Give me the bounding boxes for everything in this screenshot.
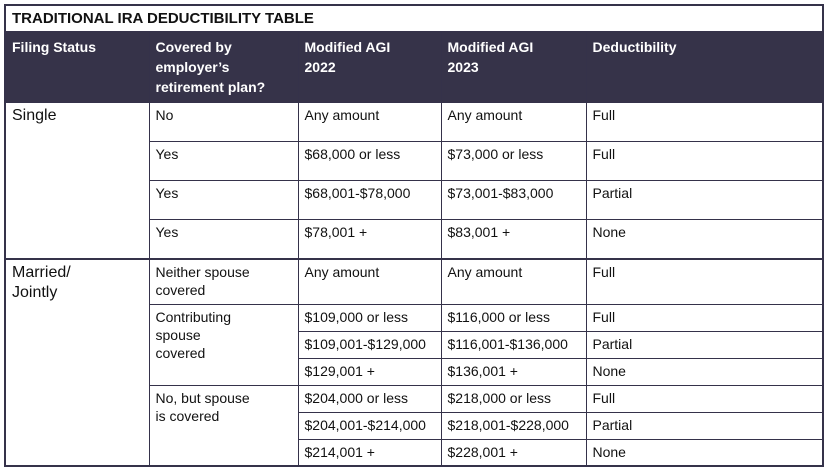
cell-agi-2022: $204,001-$214,000 [297,412,442,440]
cell-agi-2023: $73,000 or less [440,141,587,181]
cell-agi-2022: Any amount [297,257,442,305]
header-covered-by-plan: Covered by employer’s retirement plan? [148,31,299,103]
cell-deductibility: Partial [585,331,824,359]
ira-deductibility-table: TRADITIONAL IRA DEDUCTIBILITY TABLE Fili… [4,4,824,467]
header-modified-agi-2023: Modified AGI 2023 [440,31,587,103]
cell-covered: Yes [148,141,299,181]
cell-agi-2022: $109,001-$129,000 [297,331,442,359]
table-row: Married/ Jointly Neither spouse covered … [4,257,824,466]
table-row: Yes $78,001 + $83,001 + None [5,219,824,259]
cell-covered: Yes [148,219,299,259]
cell-agi-2023: $218,000 or less [440,385,587,413]
cell-deductibility: None [585,358,824,386]
header-deductibility: Deductibility [585,31,824,103]
cell-agi-2022: $78,001 + [297,219,442,259]
cell-agi-2023: Any amount [440,102,587,142]
cell-agi-2023: $73,001-$83,000 [440,180,587,220]
cell-covered: No, but spouse is covered [148,385,299,466]
table-row: Yes $68,001-$78,000 $73,001-$83,000 Part… [5,180,824,220]
cell-agi-2022: Any amount [297,102,442,142]
cell-agi-2022: $109,000 or less [297,304,442,332]
cell-agi-2022: $68,000 or less [297,141,442,181]
table-row: Single No Any amount Any amount Full [4,102,824,259]
table-row: No, but spouse is covered $204,000 or le… [5,385,824,466]
table-row: $214,001 + $228,001 + None [5,439,824,466]
cell-covered: Yes [148,180,299,220]
cell-covered: Neither spouse covered [148,257,299,305]
cell-deductibility: Full [585,102,824,142]
table-row: $204,001-$214,000 $218,001-$228,000 Part… [5,412,824,440]
cell-agi-2023: $116,001-$136,000 [440,331,587,359]
cell-agi-2023: $136,001 + [440,358,587,386]
cell-filing-status-married-jointly: Married/ Jointly [4,257,150,466]
cell-deductibility: Full [585,257,824,305]
header-filing-status: Filing Status [4,31,150,103]
table-header-row: Filing Status Covered by employer’s reti… [4,31,824,103]
cell-agi-2023: $116,000 or less [440,304,587,332]
cell-covered: No [148,102,299,142]
cell-agi-2022: $68,001-$78,000 [297,180,442,220]
cell-deductibility: None [585,439,824,466]
cell-deductibility: Full [585,304,824,332]
cell-agi-2023: $83,001 + [440,219,587,259]
table-title-row: TRADITIONAL IRA DEDUCTIBILITY TABLE [4,4,824,32]
cell-deductibility: Partial [585,412,824,440]
cell-agi-2023: Any amount [440,257,587,305]
cell-filing-status-single: Single [4,102,150,259]
table-row: $109,001-$129,000 $116,001-$136,000 Part… [5,331,824,359]
cell-agi-2022: $214,001 + [297,439,442,466]
cell-agi-2023: $228,001 + [440,439,587,466]
header-modified-agi-2022: Modified AGI 2022 [297,31,442,103]
cell-covered: Contributing spouse covered [148,304,299,386]
cell-deductibility: None [585,219,824,259]
table-row: Yes $68,000 or less $73,000 or less Full [5,141,824,181]
cell-deductibility: Full [585,141,824,181]
table-title: TRADITIONAL IRA DEDUCTIBILITY TABLE [4,4,824,32]
cell-agi-2022: $204,000 or less [297,385,442,413]
cell-agi-2023: $218,001-$228,000 [440,412,587,440]
cell-agi-2022: $129,001 + [297,358,442,386]
table-row: Contributing spouse covered $109,000 or … [5,304,824,386]
cell-deductibility: Full [585,385,824,413]
cell-deductibility: Partial [585,180,824,220]
